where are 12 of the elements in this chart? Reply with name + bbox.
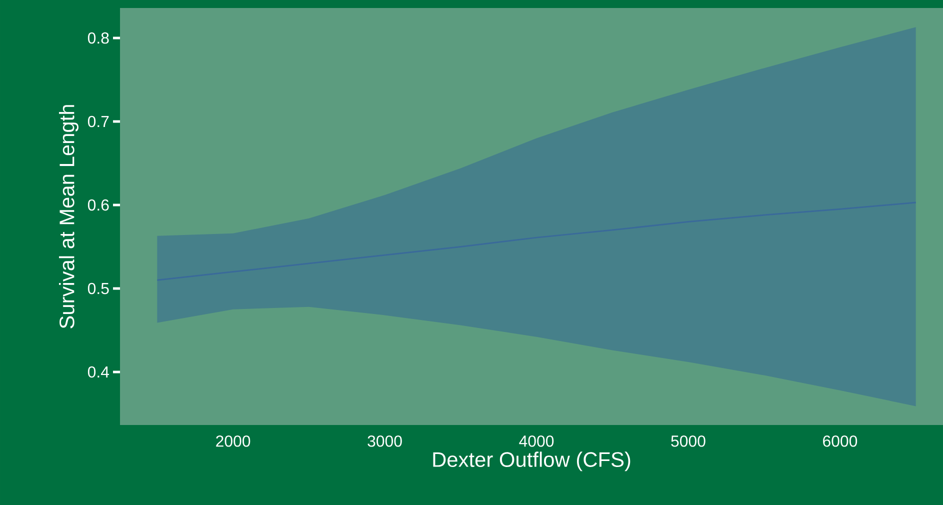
- y-axis-title: Survival at Mean Length: [58, 105, 78, 328]
- x-tick-label: 5000: [671, 436, 706, 447]
- y-tick-label: 0.5: [88, 282, 109, 294]
- x-tick-label: 2000: [216, 436, 250, 447]
- x-tick-label: 6000: [823, 436, 858, 447]
- y-tick-label: 0.7: [88, 116, 109, 128]
- y-tick-label: 0.4: [88, 366, 110, 378]
- x-tick-label: 3000: [368, 436, 402, 447]
- y-tick-label: 0.6: [88, 199, 109, 211]
- x-tick-label: 4000: [519, 436, 554, 447]
- x-axis-title: Dexter Outflow (CFS): [433, 452, 630, 472]
- y-tick-label: 0.8: [88, 32, 109, 44]
